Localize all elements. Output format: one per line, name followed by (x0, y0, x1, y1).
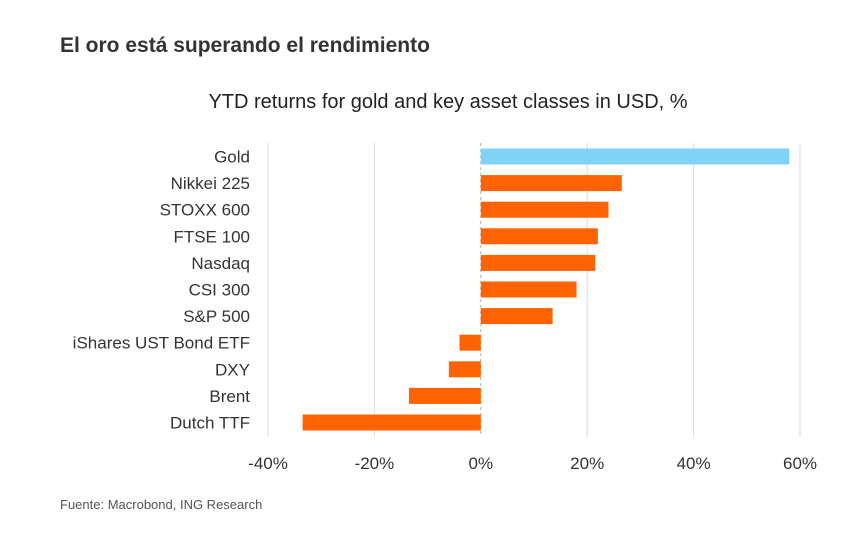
bar (480, 148, 790, 165)
x-tick-label: -20% (355, 454, 395, 473)
category-label: Nasdaq (191, 254, 250, 273)
x-tick-label: -40% (248, 454, 288, 473)
category-labels: Gold Nikkei 225 STOXX 600 FTSE 100 Nasdaq CSI… (73, 148, 251, 433)
x-tick-label: 60% (783, 454, 817, 473)
category-label: iShares UST Bond ETF (73, 334, 250, 353)
category-label: CSI 300 (189, 281, 250, 300)
category-label: Gold (214, 148, 250, 167)
bar (480, 175, 622, 192)
chart-title: YTD returns for gold and key asset class… (208, 91, 688, 113)
bar (480, 254, 596, 271)
bar (448, 361, 481, 378)
x-tick-label: 20% (570, 454, 604, 473)
category-label: DXY (215, 360, 250, 379)
category-label: Brent (209, 387, 250, 406)
bar (480, 281, 577, 298)
category-label: S&P 500 (183, 307, 250, 326)
bar (459, 334, 481, 351)
bars (302, 148, 790, 431)
x-tick-label: 0% (469, 454, 494, 473)
bar (302, 414, 481, 431)
category-label: Nikkei 225 (171, 174, 250, 193)
bar (408, 387, 481, 404)
category-label: Dutch TTF (170, 414, 250, 433)
source-note: Fuente: Macrobond, ING Research (60, 497, 263, 512)
bar (480, 308, 553, 325)
bar (480, 228, 598, 245)
bar (480, 201, 609, 218)
x-axis-ticks: -40% -20% 0% 20% 40% 60% (248, 454, 817, 473)
category-label: STOXX 600 (160, 201, 250, 220)
page-title: El oro está superando el rendimiento (60, 34, 430, 57)
x-tick-label: 40% (677, 454, 711, 473)
category-label: FTSE 100 (173, 227, 250, 246)
